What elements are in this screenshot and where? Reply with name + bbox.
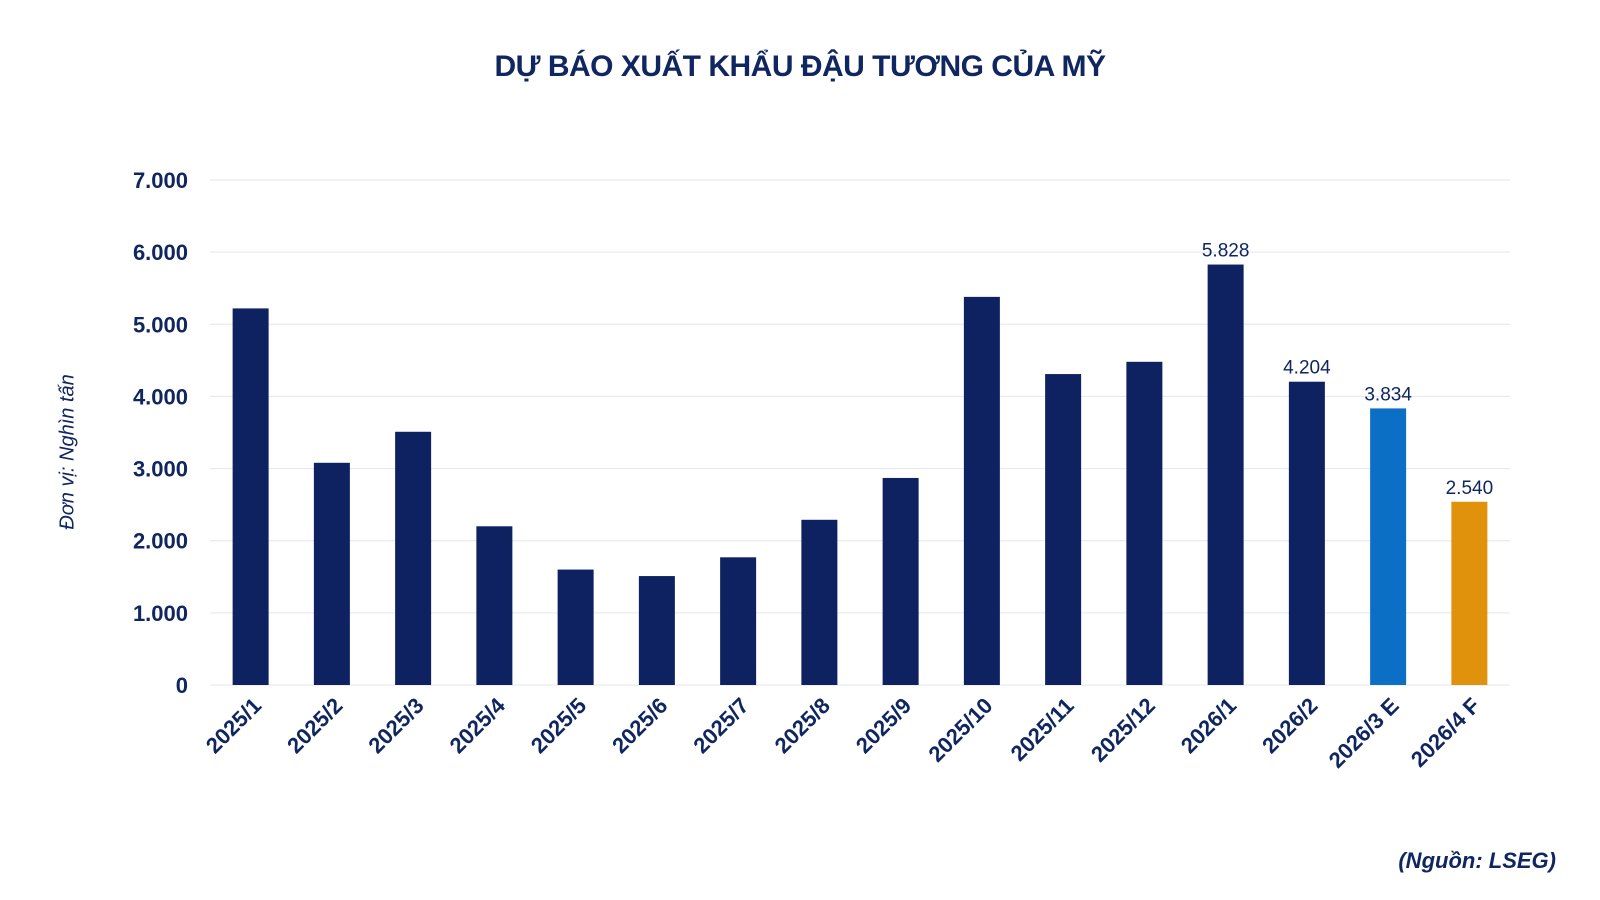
bar	[313, 462, 350, 685]
x-tick-label: 2025/5	[526, 693, 591, 758]
x-tick-label: 2026/1	[1176, 693, 1241, 758]
y-tick-label: 6.000	[133, 240, 188, 265]
x-tick-label: 2026/3 E	[1324, 693, 1404, 773]
x-tick-label: 2025/3	[363, 693, 428, 758]
y-tick-label: 1.000	[133, 601, 188, 626]
x-tick-label: 2025/10	[923, 693, 997, 767]
bar	[476, 526, 513, 685]
y-tick-label: 4.000	[133, 384, 188, 409]
x-tick-label: 2025/6	[607, 693, 672, 758]
y-tick-label: 0	[176, 673, 188, 698]
x-tick-label: 2025/7	[688, 693, 753, 758]
y-tick-label: 3.000	[133, 457, 188, 482]
bar	[801, 519, 838, 685]
y-tick-label: 5.000	[133, 312, 188, 337]
source-note: (Nguồn: LSEG)	[1398, 848, 1556, 873]
bar	[638, 576, 675, 685]
chart-title: DỰ BÁO XUẤT KHẨU ĐẬU TƯƠNG CỦA MỸ	[494, 50, 1106, 83]
bar	[1207, 264, 1244, 685]
bar	[720, 557, 757, 685]
bar	[557, 569, 594, 685]
bar	[963, 296, 1000, 685]
bar	[1451, 501, 1488, 685]
bar	[1288, 381, 1325, 685]
x-tick-label: 2025/1	[201, 693, 266, 758]
bar	[1370, 408, 1407, 685]
y-tick-label: 2.000	[133, 529, 188, 554]
data-label: 4.204	[1283, 358, 1331, 379]
bar	[1045, 374, 1082, 685]
data-label: 3.834	[1364, 384, 1412, 405]
y-tick-label: 7.000	[133, 168, 188, 193]
bar	[1126, 361, 1163, 685]
x-tick-label: 2025/12	[1086, 693, 1160, 767]
x-tick-label: 2026/2	[1257, 693, 1322, 758]
x-tick-label: 2025/2	[282, 693, 347, 758]
bar	[232, 308, 269, 685]
data-label: 2.540	[1446, 478, 1494, 499]
x-tick-label: 2025/9	[851, 693, 916, 758]
x-tick-label: 2026/4 F	[1406, 693, 1485, 772]
bar	[395, 431, 432, 685]
data-label: 5.828	[1202, 241, 1250, 262]
x-tick-label: 2025/11	[1006, 693, 1079, 766]
x-tick-label: 2025/8	[770, 693, 835, 758]
bar	[882, 477, 919, 685]
x-tick-label: 2025/4	[445, 692, 511, 758]
